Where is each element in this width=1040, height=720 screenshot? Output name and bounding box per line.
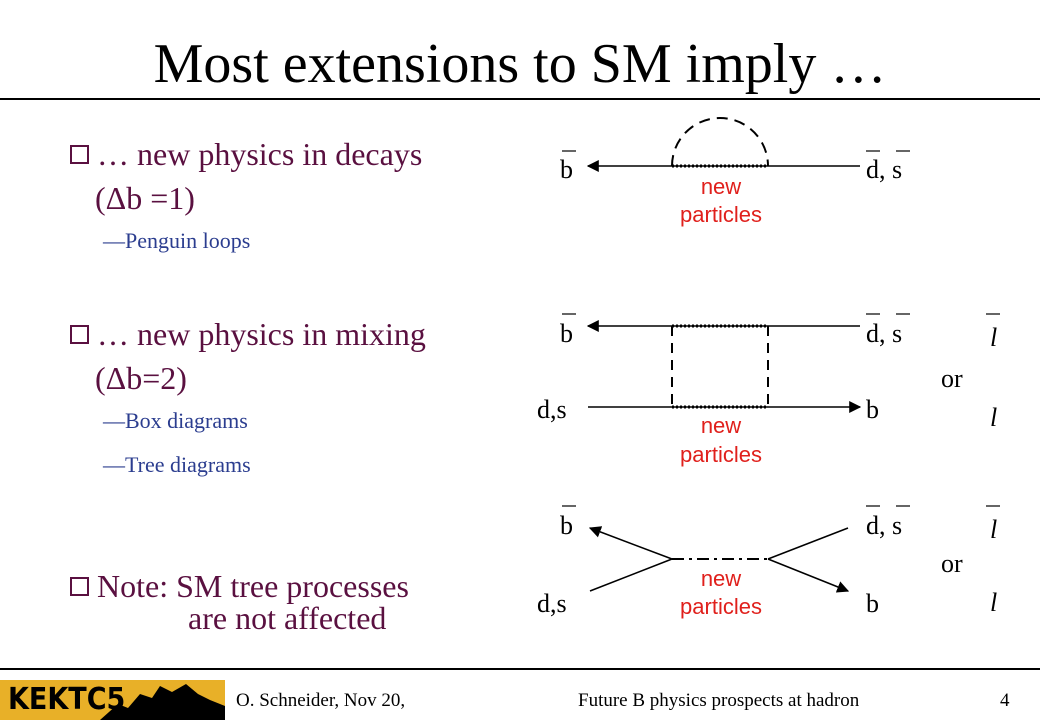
- conference-logo: KEKTC5: [0, 680, 225, 720]
- box-antilepton: l: [990, 323, 997, 352]
- tree-top-right-quark: d, s: [866, 511, 902, 540]
- sub-bullet: —Penguin loops: [103, 228, 251, 253]
- tree-label-particles: particles: [680, 594, 762, 619]
- tree-top-left-line: [588, 526, 673, 560]
- box-top-left-quark: b: [560, 319, 573, 348]
- bullet-continuation: (Δb =1): [95, 180, 195, 216]
- box-diagram: b d, s d,s b new particles l or l: [537, 313, 1000, 467]
- penguin-label-particles: particles: [680, 202, 762, 227]
- note-bullet: Note: SM tree processes are not affected: [70, 570, 409, 634]
- bullet-decays: … new physics in decays: [70, 136, 422, 173]
- mountain-icon: [100, 684, 225, 720]
- penguin-diagram: b d, s new particles: [560, 117, 910, 227]
- sub-bullet: —Box diagrams: [103, 408, 248, 433]
- bullet-mixing: … new physics in mixing: [70, 316, 426, 353]
- footer-divider: [0, 668, 1040, 670]
- tree-top-right-line: [767, 527, 849, 560]
- tree-top-left-quark: b: [560, 511, 573, 540]
- tree-label-new: new: [701, 566, 741, 591]
- box-top-right-quark: d, s: [866, 319, 902, 348]
- tree-antilepton: l: [990, 515, 997, 544]
- sub-bullet: —Tree diagrams: [103, 452, 251, 477]
- note-line1: Note: SM tree processes: [97, 568, 409, 604]
- square-bullet-icon: [70, 145, 89, 165]
- box-lepton: l: [990, 403, 997, 432]
- box-bottom-right-quark: b: [866, 395, 879, 424]
- page-number: 4: [1000, 690, 1010, 711]
- penguin-left-quark: b: [560, 155, 573, 184]
- box-bottom-left-quark: d,s: [537, 395, 567, 424]
- box-label-particles: particles: [680, 442, 762, 467]
- penguin-label-new: new: [701, 174, 741, 199]
- box-label-new: new: [701, 413, 741, 438]
- logo-text: KEKTC5: [8, 682, 126, 717]
- tree-bottom-right-line: [767, 558, 850, 593]
- square-bullet-icon: [70, 325, 89, 345]
- footer-author: O. Schneider, Nov 20,: [236, 690, 406, 711]
- box-or: or: [941, 364, 963, 393]
- bullet-text: … new physics in decays: [97, 136, 423, 172]
- tree-diagram: b d, s d,s b new particles l or l: [537, 505, 1000, 619]
- slide-title: Most extensions to SM imply …: [153, 33, 887, 95]
- penguin-loop: [671, 117, 769, 167]
- tree-bottom-left-quark: d,s: [537, 589, 567, 618]
- title-divider: [0, 98, 1040, 100]
- tree-bottom-right-quark: b: [866, 589, 879, 618]
- penguin-right-quark: d, s: [866, 155, 902, 184]
- tree-bottom-left-line: [589, 558, 673, 592]
- tree-lepton: l: [990, 588, 997, 617]
- footer-talk-title: Future B physics prospects at hadron: [578, 690, 860, 711]
- tree-or: or: [941, 549, 963, 578]
- square-bullet-icon: [70, 577, 89, 597]
- bullet-continuation: (Δb=2): [95, 360, 187, 396]
- note-line2: are not affected: [188, 600, 387, 636]
- bullet-text: … new physics in mixing: [97, 316, 426, 352]
